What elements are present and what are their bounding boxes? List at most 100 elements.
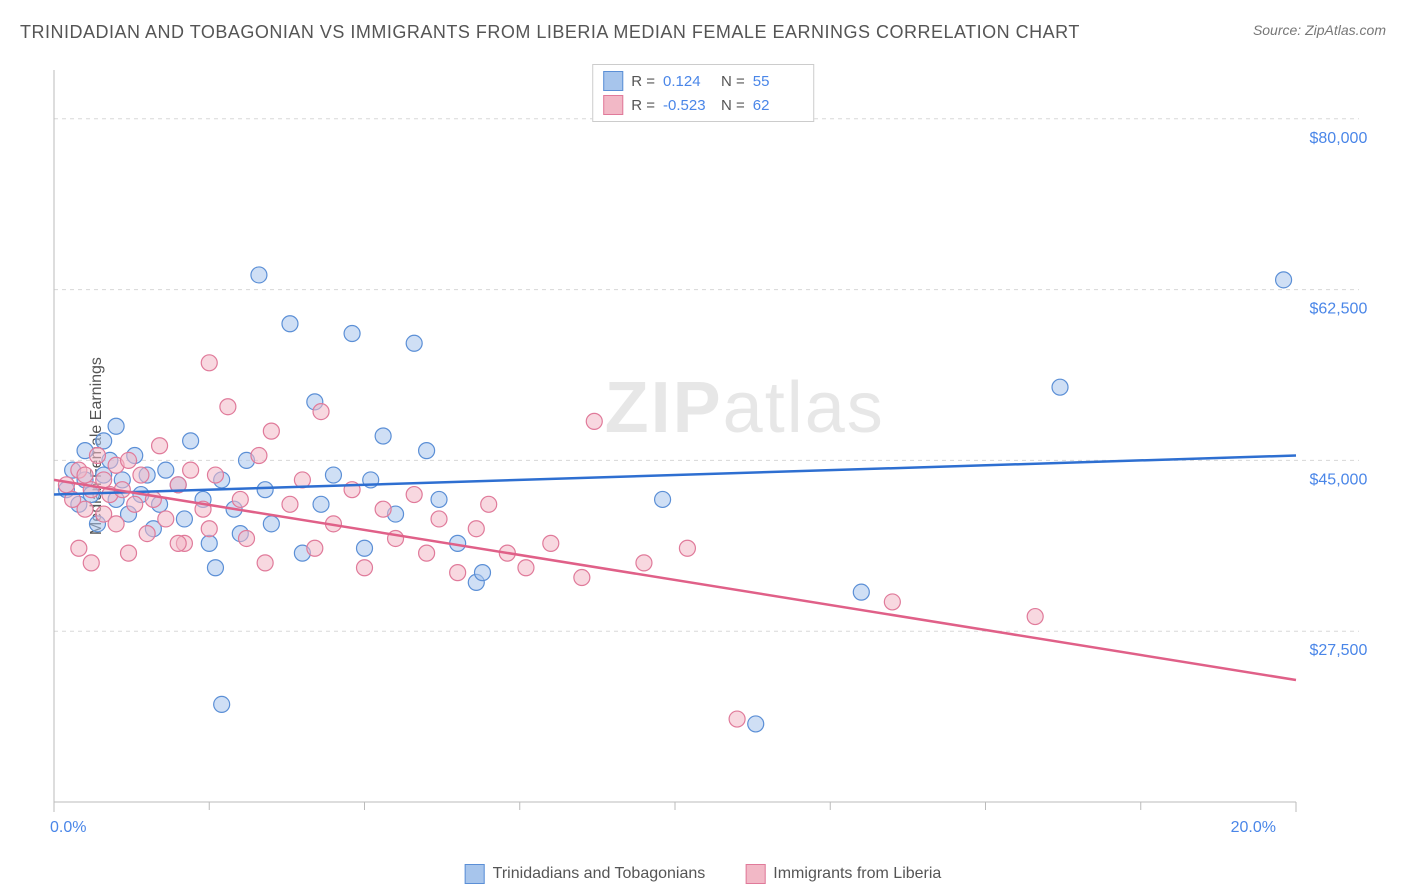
chart-area: $27,500$45,000$62,500$80,0000.0%20.0% ZI… xyxy=(50,60,1386,852)
data-point xyxy=(344,326,360,342)
data-point xyxy=(239,530,255,546)
data-point xyxy=(77,467,93,483)
data-point xyxy=(89,448,105,464)
data-point xyxy=(431,511,447,527)
data-point xyxy=(1276,272,1292,288)
r-label: R = xyxy=(631,73,655,90)
stats-legend-box: R = 0.124 N = 55 R = -0.523 N = 62 xyxy=(592,64,814,122)
y-tick-label: $62,500 xyxy=(1310,301,1368,318)
data-point xyxy=(232,491,248,507)
data-point xyxy=(468,521,484,537)
data-point xyxy=(450,565,466,581)
y-tick-label: $45,000 xyxy=(1310,471,1368,488)
data-point xyxy=(121,545,137,561)
data-point xyxy=(257,482,273,498)
data-point xyxy=(183,433,199,449)
data-point xyxy=(251,448,267,464)
data-point xyxy=(748,716,764,732)
data-point xyxy=(313,496,329,512)
swatch-series2 xyxy=(603,95,623,115)
data-point xyxy=(96,472,112,488)
data-point xyxy=(474,565,490,581)
data-point xyxy=(518,560,534,576)
data-point xyxy=(108,516,124,532)
data-point xyxy=(313,404,329,420)
data-point xyxy=(201,355,217,371)
bottom-legend: Trinidadians and Tobagonians Immigrants f… xyxy=(465,864,942,884)
source-label: Source: ZipAtlas.com xyxy=(1253,22,1386,38)
data-point xyxy=(263,516,279,532)
x-tick-label: 0.0% xyxy=(50,819,86,836)
data-point xyxy=(257,555,273,571)
data-point xyxy=(543,535,559,551)
data-point xyxy=(139,526,155,542)
data-point xyxy=(636,555,652,571)
data-point xyxy=(431,491,447,507)
data-point xyxy=(406,487,422,503)
data-point xyxy=(1052,379,1068,395)
data-point xyxy=(108,418,124,434)
data-point xyxy=(325,467,341,483)
swatch-series1 xyxy=(603,71,623,91)
legend-item: Trinidadians and Tobagonians xyxy=(465,864,706,884)
data-point xyxy=(419,545,435,561)
data-point xyxy=(307,540,323,556)
data-point xyxy=(127,496,143,512)
data-point xyxy=(96,433,112,449)
data-point xyxy=(71,540,87,556)
data-point xyxy=(220,399,236,415)
stats-row-series2: R = -0.523 N = 62 xyxy=(603,93,803,117)
legend-label: Immigrants from Liberia xyxy=(773,865,941,883)
n-label: N = xyxy=(721,97,745,114)
data-point xyxy=(121,452,137,468)
data-point xyxy=(201,535,217,551)
data-point xyxy=(1027,609,1043,625)
data-point xyxy=(729,711,745,727)
data-point xyxy=(574,570,590,586)
chart-title: TRINIDADIAN AND TOBAGONIAN VS IMMIGRANTS… xyxy=(20,22,1080,43)
legend-label: Trinidadians and Tobagonians xyxy=(493,865,706,883)
stats-row-series1: R = 0.124 N = 55 xyxy=(603,69,803,93)
data-point xyxy=(176,511,192,527)
data-point xyxy=(406,335,422,351)
data-point xyxy=(679,540,695,556)
data-point xyxy=(282,316,298,332)
legend-swatch xyxy=(745,864,765,884)
data-point xyxy=(158,511,174,527)
n-value-series2: 62 xyxy=(753,97,803,114)
data-point xyxy=(201,521,217,537)
data-point xyxy=(375,428,391,444)
data-point xyxy=(83,555,99,571)
data-point xyxy=(158,462,174,478)
data-point xyxy=(214,696,230,712)
n-label: N = xyxy=(721,73,745,90)
data-point xyxy=(655,491,671,507)
data-point xyxy=(375,501,391,517)
y-tick-label: $27,500 xyxy=(1310,642,1368,659)
n-value-series1: 55 xyxy=(753,73,803,90)
data-point xyxy=(884,594,900,610)
scatter-plot: $27,500$45,000$62,500$80,0000.0%20.0% xyxy=(50,60,1386,852)
data-point xyxy=(207,467,223,483)
data-point xyxy=(586,413,602,429)
legend-item: Immigrants from Liberia xyxy=(745,864,941,884)
r-value-series1: 0.124 xyxy=(663,73,713,90)
r-label: R = xyxy=(631,97,655,114)
data-point xyxy=(853,584,869,600)
data-point xyxy=(481,496,497,512)
trend-line xyxy=(54,480,1296,680)
data-point xyxy=(133,467,149,483)
data-point xyxy=(207,560,223,576)
y-tick-label: $80,000 xyxy=(1310,130,1368,147)
data-point xyxy=(263,423,279,439)
r-value-series2: -0.523 xyxy=(663,97,713,114)
data-point xyxy=(152,438,168,454)
data-point xyxy=(170,535,186,551)
data-point xyxy=(58,477,74,493)
data-point xyxy=(77,501,93,517)
data-point xyxy=(183,462,199,478)
data-point xyxy=(251,267,267,283)
data-point xyxy=(419,443,435,459)
data-point xyxy=(357,540,373,556)
legend-swatch xyxy=(465,864,485,884)
